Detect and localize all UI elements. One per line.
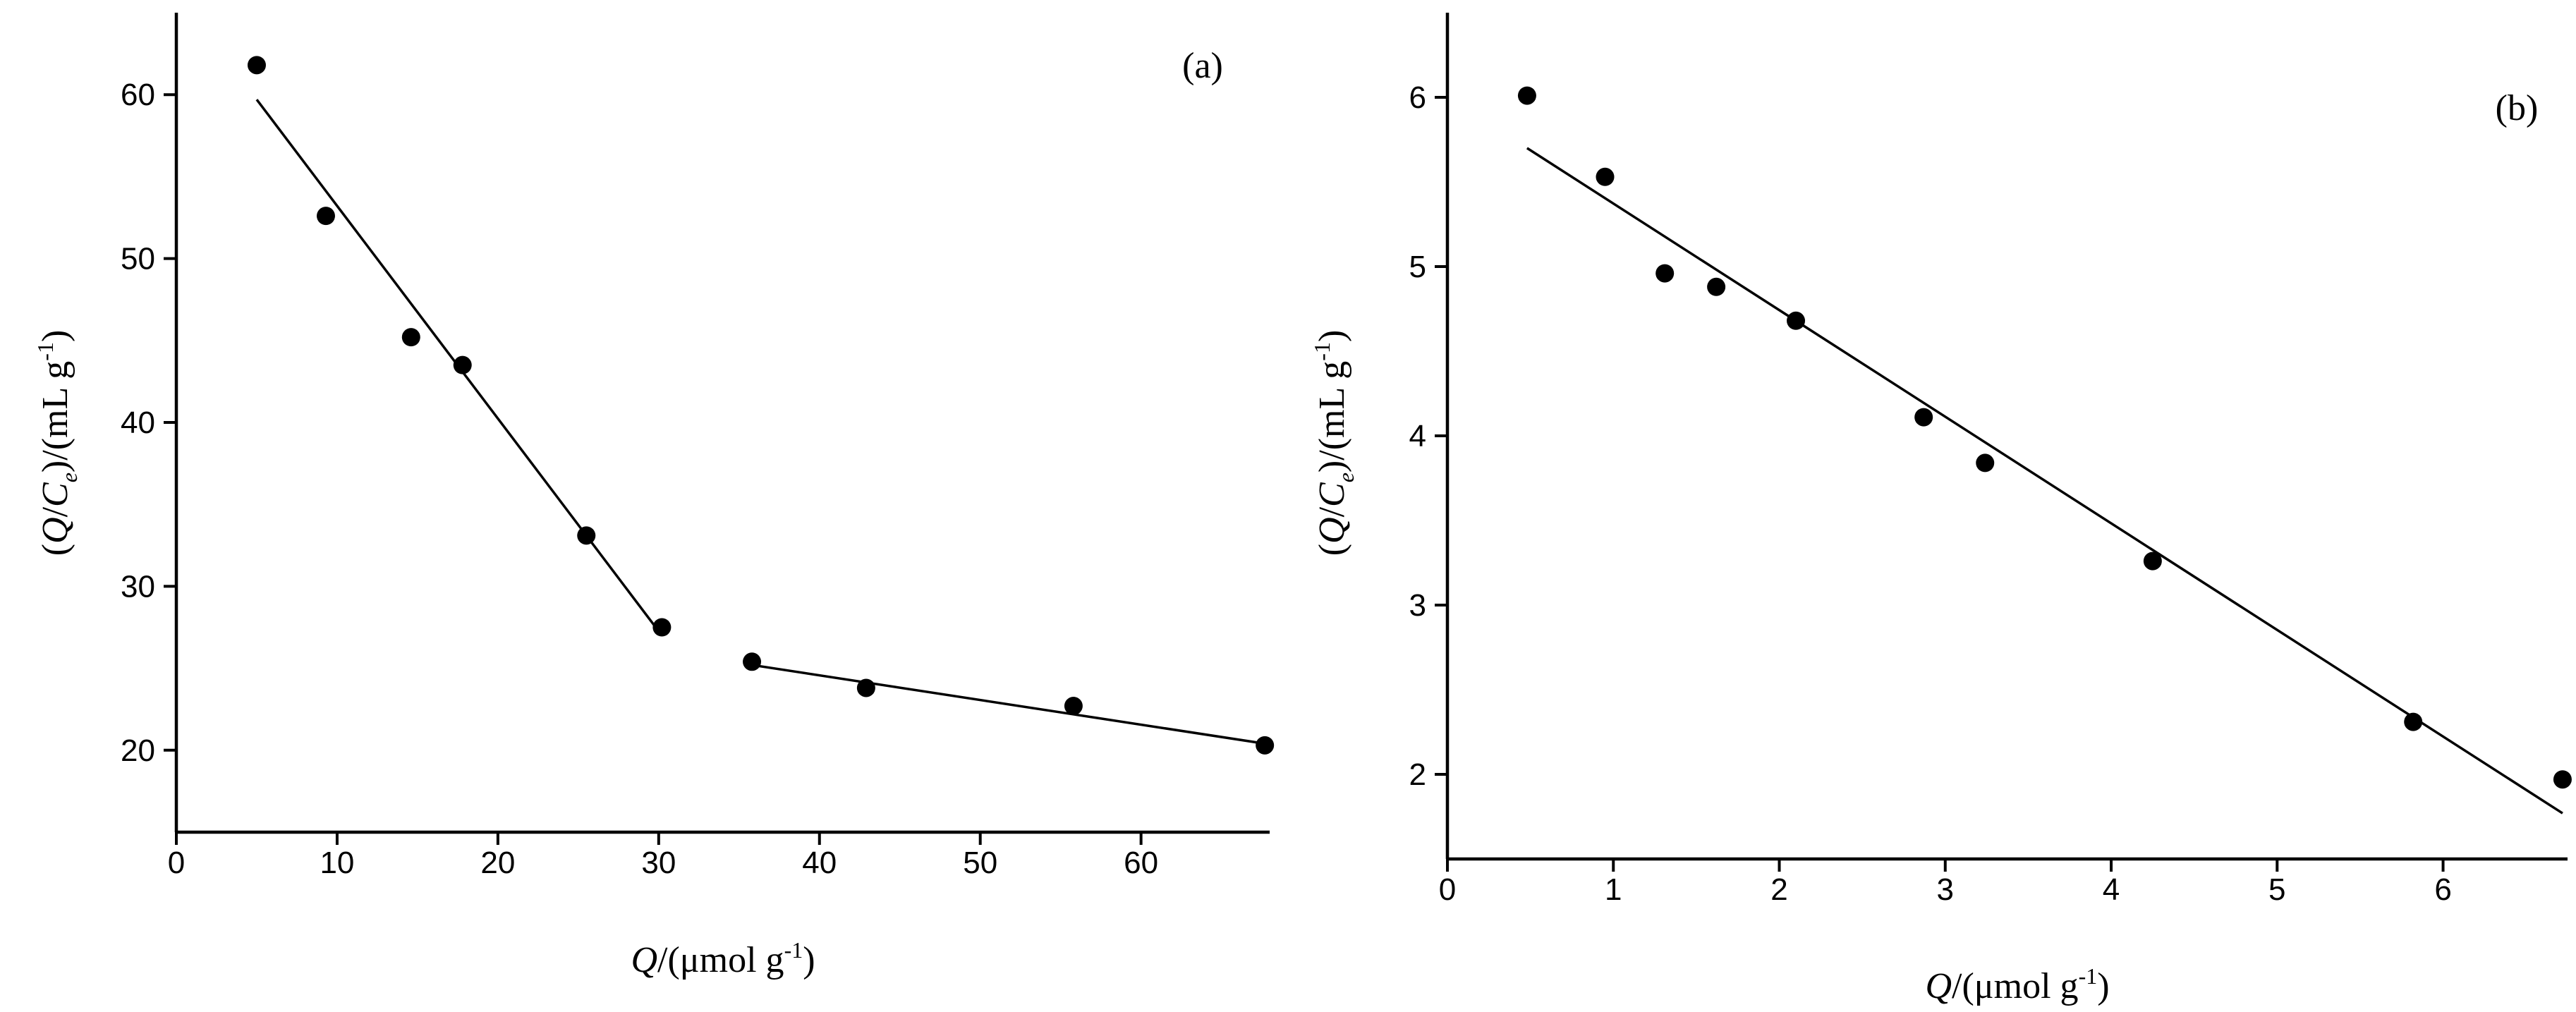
panel-a-data-point — [577, 526, 596, 545]
panel-b-x-axis-title: Q/(μmol g-1) — [1925, 963, 2109, 1006]
panel-b-data-point — [2143, 551, 2162, 571]
panel-b-x-tick-label: 6 — [2434, 872, 2451, 907]
panel-b-data-point — [2553, 770, 2572, 789]
panel-a-data-point — [1064, 697, 1083, 716]
panel-a-x-tick-label: 20 — [480, 846, 515, 880]
panel-b-y-tick-label: 5 — [1409, 250, 1426, 284]
panel-b-label: (b) — [2496, 88, 2539, 128]
panel-b-x-tick-label: 5 — [2268, 872, 2285, 907]
panel-b-data-point — [1596, 167, 1615, 186]
panel-a-data-point — [743, 652, 762, 671]
panel-b-data-point — [1976, 453, 1995, 473]
panel-a-fit-line-2 — [751, 664, 1265, 745]
panel-a-x-axis-title: Q/(μmol g-1) — [631, 937, 815, 980]
panel-a-points — [247, 56, 1275, 755]
panel-b-data-point — [1914, 408, 1933, 427]
panel-a-label: (a) — [1182, 46, 1223, 86]
panel-b-fit-line-1 — [1526, 147, 2563, 815]
panel-a: 0 10 20 30 40 50 60 20 30 40 50 60 (a) Q/(μmol g-1)… — [32, 13, 1275, 980]
panel-a-y-tick-label: 20 — [121, 733, 155, 768]
panel-a-y-tick-label: 50 — [121, 242, 155, 276]
panel-b-x-tick-label: 4 — [2103, 872, 2120, 907]
panel-a-y-tick-label: 40 — [121, 406, 155, 440]
panel-a-x-tick-label: 30 — [641, 846, 676, 880]
panel-a-data-point — [652, 618, 672, 637]
panel-a-y-tick-label: 60 — [121, 78, 155, 112]
panel-a-data-point — [247, 56, 266, 75]
panel-a-x-tick-label: 10 — [320, 846, 354, 880]
panel-b-y-tick-label: 6 — [1409, 80, 1426, 115]
panel-b-x-tick-label: 3 — [1937, 872, 1954, 907]
panel-a-x-tick-label: 0 — [168, 846, 185, 880]
panel-b-data-point — [1707, 277, 1726, 296]
panel-a-data-point — [316, 207, 335, 226]
panel-b-y-tick-label: 2 — [1409, 757, 1426, 792]
panel-a-x-tick-label: 40 — [802, 846, 837, 880]
panel-b-fit-lines — [1526, 147, 2563, 815]
panel-a-data-point — [1256, 736, 1275, 755]
panel-b: 0 1 2 3 4 5 6 2 3 4 5 6 (b) Q/(μmol g-1) (Q/Ce)/(mL… — [1309, 13, 2572, 1006]
panel-a-x-tick-label: 60 — [1124, 846, 1158, 880]
panel-a-y-axis-title: (Q/Ce)/(mL g-1) — [32, 330, 82, 556]
panel-b-points — [1517, 86, 2572, 789]
panel-b-y-tick-label: 4 — [1409, 419, 1426, 453]
panel-b-ticks: 0 1 2 3 4 5 6 2 3 4 5 6 — [1409, 80, 2452, 907]
panel-a-data-point — [856, 678, 875, 697]
panel-a-ticks: 0 10 20 30 40 50 60 20 30 40 50 60 — [121, 78, 1158, 880]
panel-b-x-tick-label: 0 — [1439, 872, 1456, 907]
panel-b-x-tick-label: 1 — [1605, 872, 1622, 907]
panel-a-y-tick-label: 30 — [121, 569, 155, 604]
panel-b-x-tick-label: 2 — [1770, 872, 1787, 907]
panel-a-x-tick-label: 50 — [963, 846, 997, 880]
panel-b-data-point — [1517, 86, 1536, 105]
panel-b-data-point — [1787, 311, 1806, 330]
panel-b-data-point — [1655, 264, 1675, 283]
panel-b-y-tick-label: 3 — [1409, 588, 1426, 623]
panel-a-data-point — [453, 355, 472, 374]
panel-b-data-point — [2404, 712, 2423, 731]
panel-a-data-point — [401, 328, 420, 347]
panel-b-y-axis-title: (Q/Ce)/(mL g-1) — [1309, 330, 1359, 556]
